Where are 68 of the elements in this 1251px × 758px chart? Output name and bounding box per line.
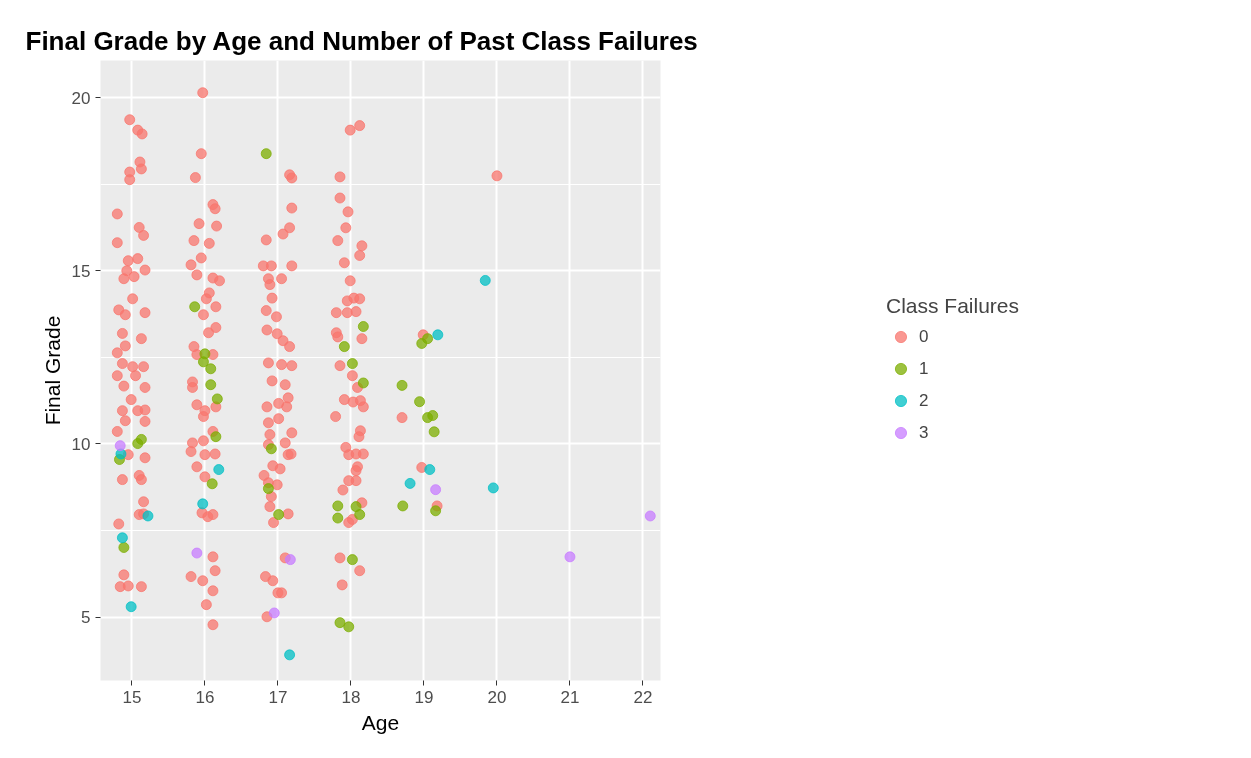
point	[273, 509, 285, 521]
point	[206, 478, 218, 490]
point	[114, 440, 126, 452]
point	[125, 601, 137, 613]
point	[332, 512, 344, 524]
point	[210, 431, 222, 443]
point	[430, 505, 442, 517]
point	[135, 433, 147, 445]
point	[346, 358, 358, 370]
legend-label: 0	[918, 325, 930, 348]
point	[284, 649, 296, 661]
x-tick-label: 19	[414, 687, 434, 707]
point	[211, 393, 223, 405]
x-axis-title: Age	[361, 710, 400, 734]
y-tick-label: 15	[71, 261, 91, 281]
x-tick-label: 21	[560, 687, 580, 707]
x-tick-label: 16	[195, 687, 215, 707]
point	[424, 464, 436, 476]
point	[142, 510, 154, 522]
legend-label: 1	[918, 357, 930, 380]
point	[428, 426, 440, 438]
point	[487, 482, 499, 494]
point	[396, 379, 408, 391]
point	[260, 148, 272, 160]
point	[334, 617, 346, 629]
legend-title: Class Failures	[885, 293, 1020, 318]
point	[404, 477, 416, 489]
legend-label: 3	[918, 421, 930, 444]
point	[191, 547, 203, 559]
y-axis-title: Final Grade	[40, 315, 64, 426]
point	[197, 498, 209, 510]
point	[430, 484, 442, 496]
point	[338, 341, 350, 353]
x-tick-label: 22	[633, 687, 653, 707]
x-tick-label: 18	[341, 687, 361, 707]
point	[346, 554, 358, 566]
point	[644, 510, 656, 522]
point	[197, 356, 209, 368]
point	[354, 509, 366, 521]
y-tick-label: 5	[81, 608, 91, 628]
point	[422, 333, 434, 345]
x-tick-label: 15	[122, 687, 142, 707]
y-tick-label: 20	[71, 88, 91, 108]
point	[205, 363, 217, 375]
point	[332, 500, 344, 512]
point	[357, 377, 369, 389]
point	[414, 396, 426, 408]
point	[189, 301, 201, 313]
point	[284, 554, 296, 566]
y-tick-label: 10	[71, 434, 91, 454]
point	[205, 379, 217, 391]
point	[343, 621, 355, 633]
point	[116, 532, 128, 544]
chart-title: Final Grade by Age and Number of Past Class Failures	[25, 25, 698, 56]
point	[213, 464, 225, 476]
point	[432, 329, 444, 341]
point	[262, 483, 274, 495]
point	[564, 551, 576, 563]
x-tick-label: 20	[487, 687, 507, 707]
point	[427, 410, 439, 422]
point	[479, 274, 491, 286]
point	[268, 607, 280, 619]
point	[397, 500, 409, 512]
point	[118, 542, 130, 553]
x-tick-label: 17	[268, 687, 288, 707]
point	[265, 443, 277, 455]
legend-label: 2	[918, 389, 930, 412]
point	[357, 321, 369, 332]
